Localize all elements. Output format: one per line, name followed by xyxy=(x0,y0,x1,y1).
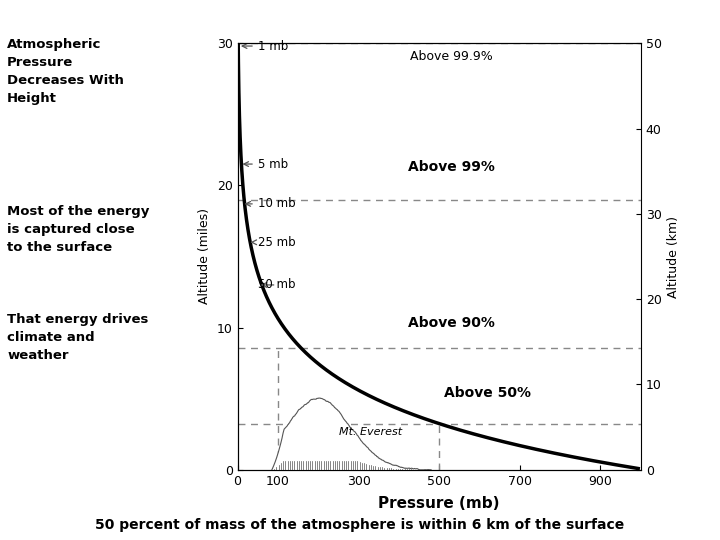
Text: Above 99.9%: Above 99.9% xyxy=(410,50,492,63)
X-axis label: Pressure (mb): Pressure (mb) xyxy=(379,496,500,511)
Y-axis label: Altitude (km): Altitude (km) xyxy=(667,215,680,298)
Text: 5 mb: 5 mb xyxy=(244,158,288,171)
Text: Most of the energy
is captured close
to the surface: Most of the energy is captured close to … xyxy=(7,205,150,254)
Text: 50 mb: 50 mb xyxy=(258,279,295,292)
Text: Above 50%: Above 50% xyxy=(444,386,531,400)
Text: Atmospheric
Pressure
Decreases With
Height: Atmospheric Pressure Decreases With Heig… xyxy=(7,38,124,105)
Y-axis label: Altitude (miles): Altitude (miles) xyxy=(198,208,211,305)
Text: 50 percent of mass of the atmosphere is within 6 km of the surface: 50 percent of mass of the atmosphere is … xyxy=(95,518,625,532)
Text: 10 mb: 10 mb xyxy=(246,198,295,211)
Text: Above 90%: Above 90% xyxy=(408,316,495,330)
Text: 1 mb: 1 mb xyxy=(242,39,288,52)
Text: That energy drives
climate and
weather: That energy drives climate and weather xyxy=(7,313,148,362)
Text: 25 mb: 25 mb xyxy=(252,236,295,249)
Text: Above 99%: Above 99% xyxy=(408,160,495,174)
Text: Mt. Everest: Mt. Everest xyxy=(339,427,402,437)
